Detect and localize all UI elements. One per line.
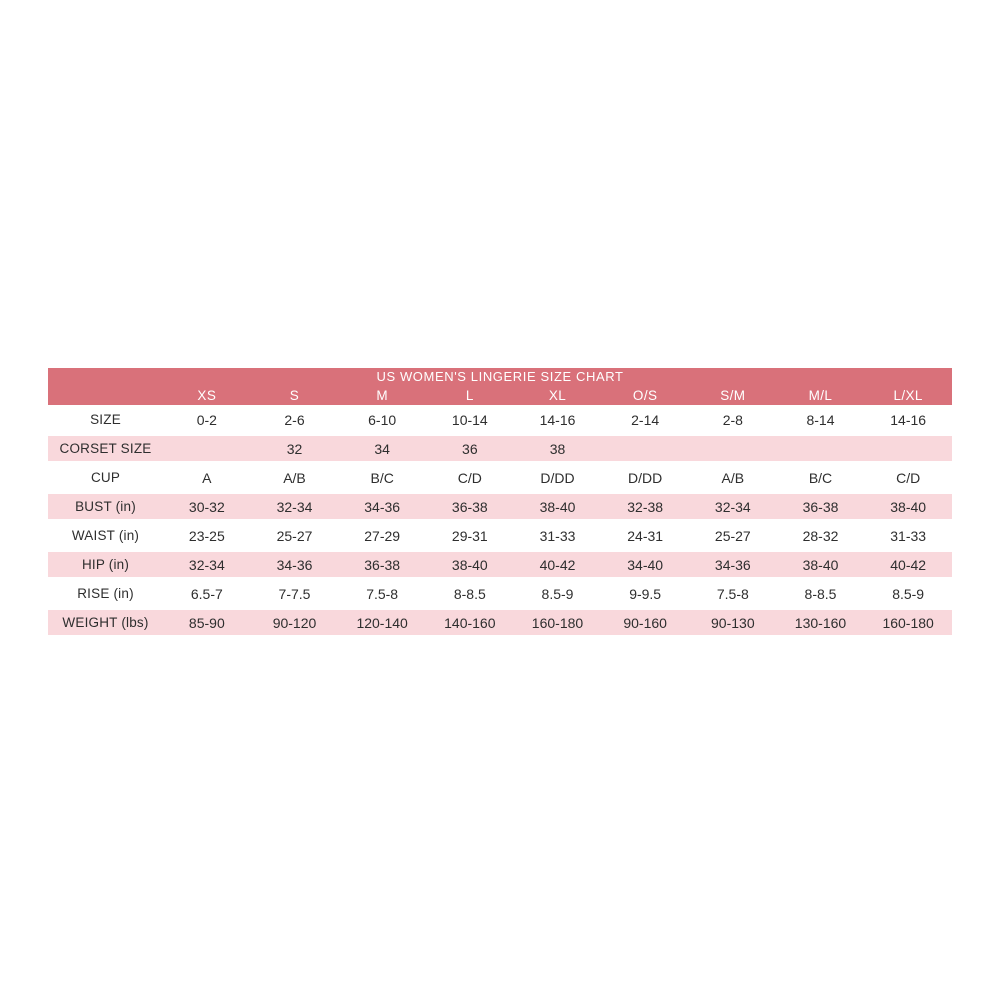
cell-value: D/DD [540,469,575,486]
cell-value: 34 [374,440,390,457]
cell-value: 36-38 [802,498,839,515]
row-label: SIZE [90,412,121,427]
cell-value: 8-8.5 [804,585,837,602]
cell-value: 32-34 [188,556,225,573]
row-label: CUP [90,470,121,485]
column-header: L [465,388,474,403]
cell-value: 7.5-8 [366,585,399,602]
row-label: RISE (in) [77,586,134,601]
column-header: O/S [632,388,658,403]
cell-value: 8.5-9 [541,585,574,602]
cell-value: 36 [462,440,478,457]
cell-value: 90-160 [623,614,667,631]
table-body: SIZE 0-2 2-6 6-10 10-14 14-16 2-14 2-8 8-14 14-16… [48,405,952,637]
cell-value: 8-14 [806,411,835,428]
cell-value: 7.5-8 [716,585,749,602]
cell-value: 2-14 [631,411,660,428]
cell-value: A [202,469,212,486]
cell-value: 85-90 [188,614,225,631]
cell-value: C/D [896,469,921,486]
cell-value: 8-8.5 [453,585,486,602]
cell-value: 27-29 [364,527,401,544]
table-header: US WOMEN'S LINGERIE SIZE CHART XS S M L XL O/… [48,368,952,405]
cell-value: 130-160 [794,614,847,631]
cell-value: 34-40 [627,556,664,573]
cell-value: A/B [721,469,745,486]
column-header: S [289,388,300,403]
cell-value: 36-38 [451,498,488,515]
cell-value: 40-42 [890,556,927,573]
cell-value: 6-10 [368,411,397,428]
cell-value: 140-160 [444,614,496,631]
cell-value: 28-32 [802,527,839,544]
cell-value: 8.5-9 [892,585,925,602]
cell-value: 29-31 [451,527,488,544]
chart-title: US WOMEN'S LINGERIE SIZE CHART [376,369,624,384]
cell-value: A/B [283,469,306,486]
cell-value: 14-16 [539,411,576,428]
table-row: SIZE 0-2 2-6 6-10 10-14 14-16 2-14 2-8 8-14 14-16 [48,405,952,434]
cell-value: 31-33 [539,527,576,544]
column-header-row: XS S M L XL O/S S/M M/L L/XL [48,386,952,405]
cell-value: 38-40 [890,498,927,515]
cell-value: 120-140 [356,614,408,631]
table-row: HIP (in) 32-34 34-36 36-38 38-40 40-42 34-40 34… [48,550,952,579]
row-label: CORSET SIZE [59,441,152,456]
cell-value: 34-36 [276,556,313,573]
cell-value: 6.5-7 [190,585,223,602]
table-row: CUP A A/B B/C C/D D/DD D/DD A/B B/C C/D [48,463,952,492]
cell-value: 2-8 [722,411,743,428]
table-row: BUST (in) 30-32 32-34 34-36 36-38 38-40 32-38 3… [48,492,952,521]
cell-value: 14-16 [890,411,927,428]
cell-value: 32-34 [276,498,313,515]
size-chart-table: US WOMEN'S LINGERIE SIZE CHART XS S M L XL O/… [48,368,952,637]
cell-value: 90-130 [711,614,755,631]
column-header: M [376,388,388,403]
table-row: RISE (in) 6.5-7 7-7.5 7.5-8 8-8.5 8.5-9 9-9.5 7… [48,579,952,608]
cell-value: 32-34 [714,498,751,515]
cell-value: 25-27 [714,527,751,544]
column-header: XS [197,388,217,403]
column-header: XL [548,388,567,403]
cell-value: 32-38 [627,498,664,515]
column-header: L/XL [893,388,923,403]
cell-value: 25-27 [276,527,313,544]
cell-value: 2-6 [284,411,305,428]
cell-value: 38-40 [539,498,576,515]
cell-value: B/C [808,469,833,486]
cell-value: 24-31 [627,527,664,544]
row-label: BUST (in) [75,499,136,514]
column-header: S/M [720,388,746,403]
cell-value: 0-2 [196,411,217,428]
table-row: WAIST (in) 23-25 25-27 27-29 29-31 31-33 24-31… [48,521,952,550]
cell-value: D/DD [628,469,663,486]
row-label: WEIGHT (lbs) [62,615,149,630]
table-row: CORSET SIZE 32 34 36 38 [48,434,952,463]
cell-value: 38-40 [451,556,488,573]
row-label: HIP (in) [81,557,130,572]
cell-value: 38-40 [802,556,839,573]
cell-value: 32 [286,440,303,457]
cell-value: 7-7.5 [278,585,311,602]
cell-value: 40-42 [539,556,576,573]
cell-value: 36-38 [364,556,401,573]
cell-value: 30-32 [188,498,225,515]
column-header: M/L [808,388,833,403]
cell-value: 34-36 [364,498,401,515]
cell-value: 90-120 [272,614,317,631]
cell-value: 34-36 [714,556,751,573]
row-label: WAIST (in) [71,528,140,543]
cell-value: 31-33 [890,527,927,544]
cell-value: 9-9.5 [629,585,662,602]
cell-value: 160-180 [531,614,584,631]
cell-value: 38 [549,440,566,457]
table-row: WEIGHT (lbs) 85-90 90-120 120-140 140-160 160… [48,608,952,637]
cell-value: 23-25 [188,527,225,544]
cell-value: 10-14 [451,411,488,428]
cell-value: C/D [457,469,482,486]
cell-value: 160-180 [882,614,934,631]
cell-value: B/C [370,469,394,486]
